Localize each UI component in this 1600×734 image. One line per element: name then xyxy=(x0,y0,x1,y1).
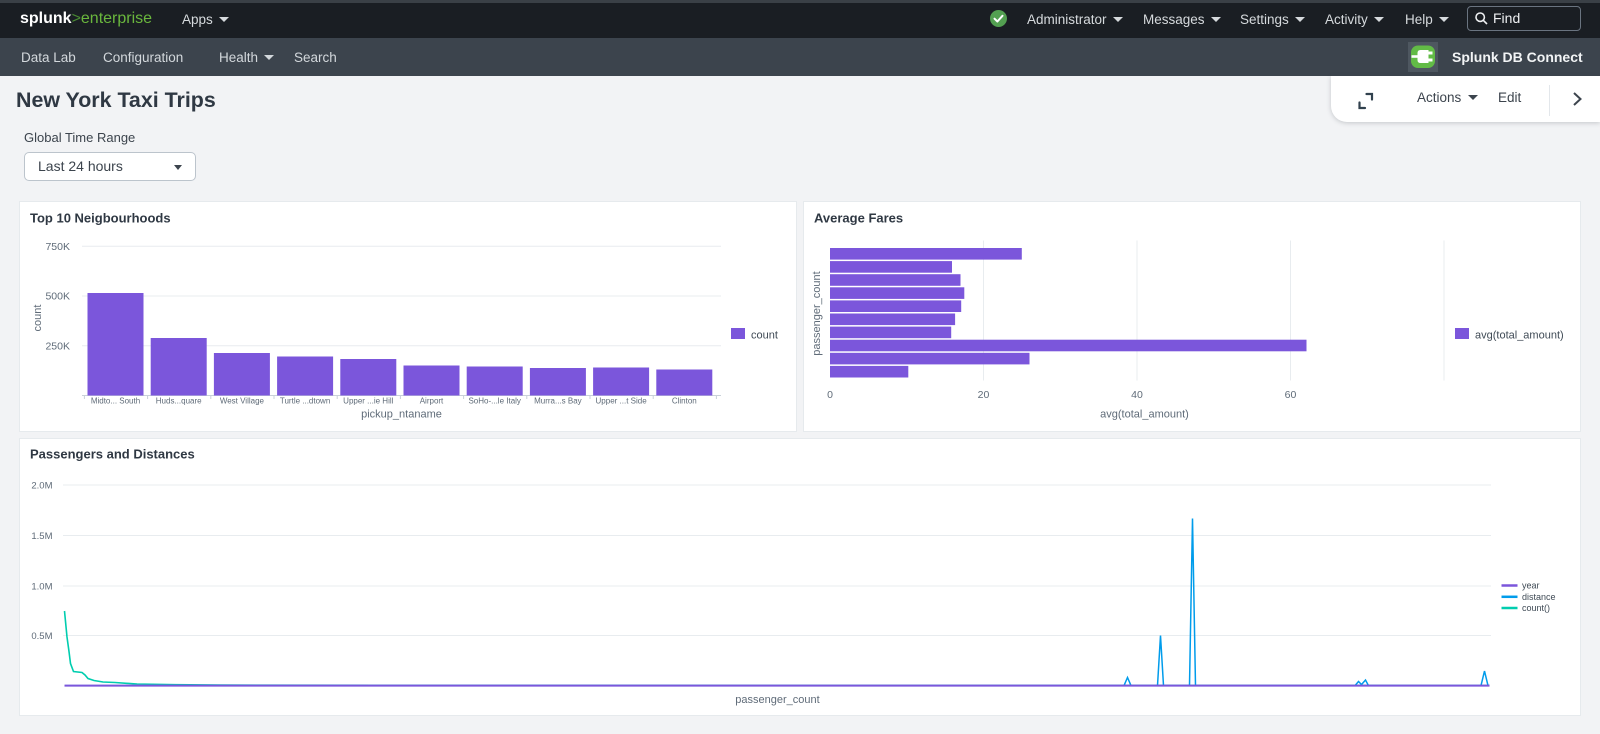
svg-text:avg(total_amount): avg(total_amount) xyxy=(1475,330,1564,342)
svg-text:Airport: Airport xyxy=(420,397,444,406)
svg-text:count: count xyxy=(751,330,778,342)
svg-text:West Village: West Village xyxy=(220,397,265,406)
svg-text:250K: 250K xyxy=(45,340,70,352)
svg-text:Murra...s Bay: Murra...s Bay xyxy=(534,397,582,406)
svg-text:0: 0 xyxy=(827,389,833,401)
svg-text:1.0M: 1.0M xyxy=(31,582,52,593)
svg-text:avg(total_amount): avg(total_amount) xyxy=(1100,409,1189,421)
svg-text:40: 40 xyxy=(1131,389,1143,401)
svg-text:1.5M: 1.5M xyxy=(31,531,52,542)
svg-text:Upper ...ie Hill: Upper ...ie Hill xyxy=(343,397,393,406)
svg-text:SoHo-...le Italy: SoHo-...le Italy xyxy=(468,397,520,406)
svg-text:Huds...quare: Huds...quare xyxy=(156,397,202,406)
svg-text:Turtle ...dtown: Turtle ...dtown xyxy=(280,397,330,406)
svg-text:2.0M: 2.0M xyxy=(31,481,52,492)
svg-text:passenger_count: passenger_count xyxy=(811,271,823,355)
svg-text:750K: 750K xyxy=(45,241,70,253)
svg-text:distance: distance xyxy=(1522,592,1556,602)
svg-text:Midto... South: Midto... South xyxy=(91,397,140,406)
svg-text:Average Fares: Average Fares xyxy=(814,211,903,226)
svg-text:pickup_ntaname: pickup_ntaname xyxy=(361,409,442,421)
svg-text:20: 20 xyxy=(978,389,990,401)
svg-text:count: count xyxy=(32,305,44,332)
svg-text:Upper ...t Side: Upper ...t Side xyxy=(596,397,648,406)
svg-text:60: 60 xyxy=(1285,389,1297,401)
svg-text:Passengers and Distances: Passengers and Distances xyxy=(30,447,195,462)
svg-text:500K: 500K xyxy=(45,291,70,303)
svg-text:year: year xyxy=(1522,581,1540,591)
svg-text:count(): count() xyxy=(1522,603,1550,613)
svg-text:0.5M: 0.5M xyxy=(31,631,52,642)
svg-text:Clinton: Clinton xyxy=(672,397,697,406)
svg-text:Top 10 Neigbourhoods: Top 10 Neigbourhoods xyxy=(30,211,171,226)
svg-text:passenger_count: passenger_count xyxy=(735,694,819,706)
